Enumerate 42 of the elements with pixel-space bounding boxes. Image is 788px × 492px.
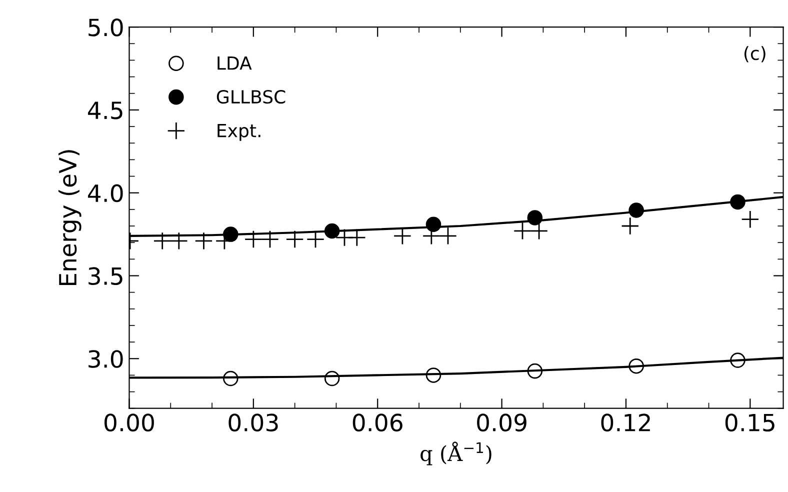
annotation: (c) [744,46,766,62]
point [426,368,442,383]
y-tick-label: 4.0 [88,184,123,202]
point [438,226,457,245]
y-tick-label: 3.5 [88,267,122,286]
x-tick-label: 0.09 [477,414,526,432]
point [527,363,543,379]
point [513,222,532,240]
x-tick-label: 0.06 [352,414,402,432]
point [324,223,340,239]
point [260,230,280,248]
x-tick-label: 0.12 [601,414,650,432]
point [730,194,746,210]
point [223,226,238,242]
y-axis-title: Energy (eV) [58,150,82,286]
point [286,230,304,248]
point [223,370,238,386]
point [730,352,746,368]
y-tick-label: 3.0 [88,350,123,368]
point [628,358,644,374]
x-tick-label: 0.03 [228,414,278,432]
y-tick-label: 5.0 [88,18,123,36]
point [153,232,172,250]
point [628,202,644,218]
y-tick-label: 4.5 [88,102,122,120]
x-tick-label: 0.00 [104,414,154,432]
point [527,210,543,226]
legend-label: GLLBSC [216,90,286,104]
x-axis-title: q (Å$^{−1}$) [420,442,492,466]
x-tick-label: 0.15 [725,414,774,432]
point [324,370,340,386]
point [741,210,760,228]
point [244,230,262,248]
point [170,232,188,250]
point [194,232,213,250]
point [621,216,640,236]
legend-label: LDA [218,56,252,70]
point [348,228,366,247]
point [426,216,442,232]
point [530,222,548,240]
legend-label: Expt. [218,124,260,141]
point [306,230,325,248]
